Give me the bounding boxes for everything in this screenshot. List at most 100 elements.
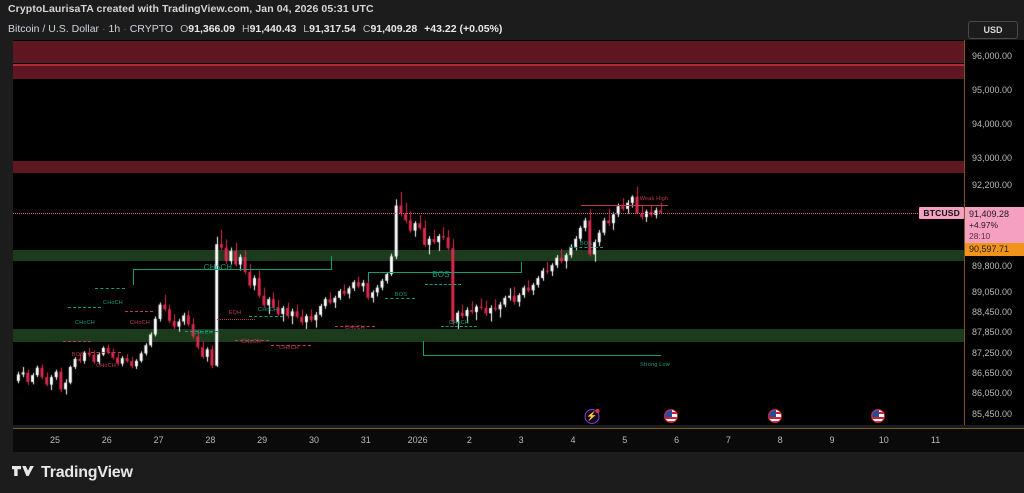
- structure-anchor: [331, 256, 332, 270]
- price-axis-label: 88,450.00: [972, 307, 1013, 318]
- price-axis-label: 87,850.00: [972, 327, 1013, 338]
- structure-label: CHoCH: [193, 330, 213, 336]
- current-price-line: [13, 212, 964, 214]
- price-axis-label: 95,000.00: [972, 84, 1013, 95]
- legend-high-label: H: [241, 23, 250, 35]
- price-axis-label: 87,250.00: [972, 347, 1013, 358]
- legend-change: +43.22 (+0.05%): [424, 23, 503, 35]
- economic-events-strip: ⚡: [13, 405, 964, 428]
- legend-open-value: 91,366.09: [188, 23, 235, 35]
- price-axis-label: 96,000.00: [972, 50, 1013, 61]
- structure-label: BOS: [71, 352, 85, 358]
- chart-legend: Bitcoin / U.S. Dollar · 1h · CRYPTO O 91…: [0, 18, 1024, 40]
- structure-line: [63, 341, 91, 342]
- structure-label: CHoCH: [279, 345, 299, 351]
- structure-label: EQH: [228, 310, 242, 316]
- time-axis-label: 28: [205, 435, 216, 445]
- symbol-price-badge: BTCUSD: [919, 206, 964, 219]
- structure-label: BOS: [394, 292, 408, 298]
- structure-label: CHoCH: [258, 307, 278, 313]
- structure-line: [335, 326, 375, 327]
- price-axis-label: 94,000.00: [972, 118, 1013, 129]
- structure-anchor: [133, 269, 134, 285]
- time-axis-label: 2: [466, 435, 472, 445]
- us-flag-icon[interactable]: [768, 409, 782, 423]
- time-axis-label: 3: [518, 435, 524, 445]
- time-axis-label: 7: [725, 435, 731, 445]
- lightning-icon[interactable]: ⚡: [584, 409, 600, 424]
- last-price-value: 91,409.28: [969, 208, 1010, 219]
- time-axis-label: 4: [570, 435, 576, 445]
- attribution-line: CryptoLaurisaTA created with TradingView…: [0, 0, 1024, 18]
- tradingview-wordmark: TradingView: [41, 463, 133, 481]
- price-axis-label: 89,050.00: [972, 286, 1013, 297]
- structure-label: CHoCH: [203, 263, 233, 272]
- chart-pane[interactable]: CHoCH CHoCH CHoCH BOS CHoCH CHoCH CHoCH EQH CHoC…: [13, 40, 964, 425]
- time-axis-label: 30: [308, 435, 320, 445]
- bar-countdown: 28:10: [969, 230, 991, 241]
- footer-branding: TradingView: [0, 452, 1024, 493]
- time-axis-label: 25: [49, 435, 61, 445]
- legend-sep-1: ·: [102, 23, 106, 35]
- structure-label: CHoCH: [75, 320, 95, 326]
- structure-label: Strong Low: [640, 362, 670, 368]
- price-axis-label: 93,000.00: [972, 152, 1013, 163]
- time-axis-label: 2026: [407, 435, 428, 445]
- time-axis-label: 26: [101, 435, 112, 445]
- structure-line: [185, 331, 218, 332]
- structure-line: [133, 269, 331, 270]
- structure-line: [569, 247, 603, 248]
- time-axis-label: 29: [257, 435, 268, 445]
- structure-label: CHoCH: [130, 320, 150, 326]
- price-axis-label: 89,800.00: [972, 261, 1013, 272]
- time-axis-label: 11: [930, 435, 941, 445]
- price-axis[interactable]: 96,000.00 95,000.00 94,000.00 93,000.00 92,2…: [964, 40, 1024, 425]
- us-flag-icon[interactable]: [871, 409, 885, 423]
- price-axis-label: 85,450.00: [972, 408, 1013, 419]
- legend-sep-2: ·: [123, 23, 127, 35]
- legend-close-value: 91,409.28: [370, 23, 418, 35]
- tradingview-logo-icon: [12, 465, 34, 476]
- legend-interval[interactable]: 1h: [108, 23, 121, 35]
- structure-label: CHoCH: [241, 339, 261, 345]
- structure-line: [441, 326, 477, 327]
- structure-line: [385, 298, 415, 299]
- structure-label: Weak High: [639, 196, 669, 202]
- time-axis-label: 8: [777, 435, 783, 445]
- time-axis[interactable]: 25 26 27 28 29 30 31 2026 2 3 4 5 6 7 8 9 10 11: [13, 428, 1024, 452]
- structure-anchor: [521, 262, 522, 273]
- structure-line: [125, 311, 153, 312]
- currency-button[interactable]: USD: [968, 21, 1018, 39]
- candlestick-series: [13, 40, 964, 425]
- us-flag-icon[interactable]: [664, 409, 678, 423]
- structure-anchor: [368, 272, 369, 282]
- time-axis-label: 31: [360, 435, 371, 445]
- secondary-price-tag: 90,597.71: [965, 242, 1024, 256]
- legend-low-value: 91,317.54: [309, 23, 356, 35]
- structure-line: [68, 307, 101, 308]
- structure-anchor: [423, 341, 424, 355]
- legend-high-value: 91,440.43: [249, 23, 297, 35]
- structure-line: [271, 345, 311, 346]
- price-axis-label: 86,050.00: [972, 388, 1013, 399]
- structure-label: CHoCH: [449, 320, 469, 326]
- time-axis-label: 10: [878, 435, 889, 445]
- structure-line: [425, 284, 461, 285]
- time-axis-label: 5: [622, 435, 628, 445]
- legend-exchange: CRYPTO: [129, 23, 174, 35]
- time-axis-label: 9: [829, 435, 835, 445]
- structure-label: BOS: [579, 241, 593, 247]
- structure-line: [249, 316, 283, 317]
- structure-line: [581, 205, 668, 206]
- price-change-percent: +4.97%: [969, 219, 999, 230]
- structure-line: [423, 355, 661, 356]
- structure-label: CHoCH: [96, 363, 116, 369]
- legend-open-label: O: [180, 23, 189, 35]
- structure-label: BOS: [432, 270, 450, 279]
- structure-line: [235, 340, 269, 341]
- price-axis-label: 86,650.00: [972, 368, 1013, 379]
- structure-line: [91, 352, 121, 353]
- legend-symbol[interactable]: Bitcoin / U.S. Dollar: [8, 23, 100, 35]
- structure-label: CHoCH: [103, 300, 123, 306]
